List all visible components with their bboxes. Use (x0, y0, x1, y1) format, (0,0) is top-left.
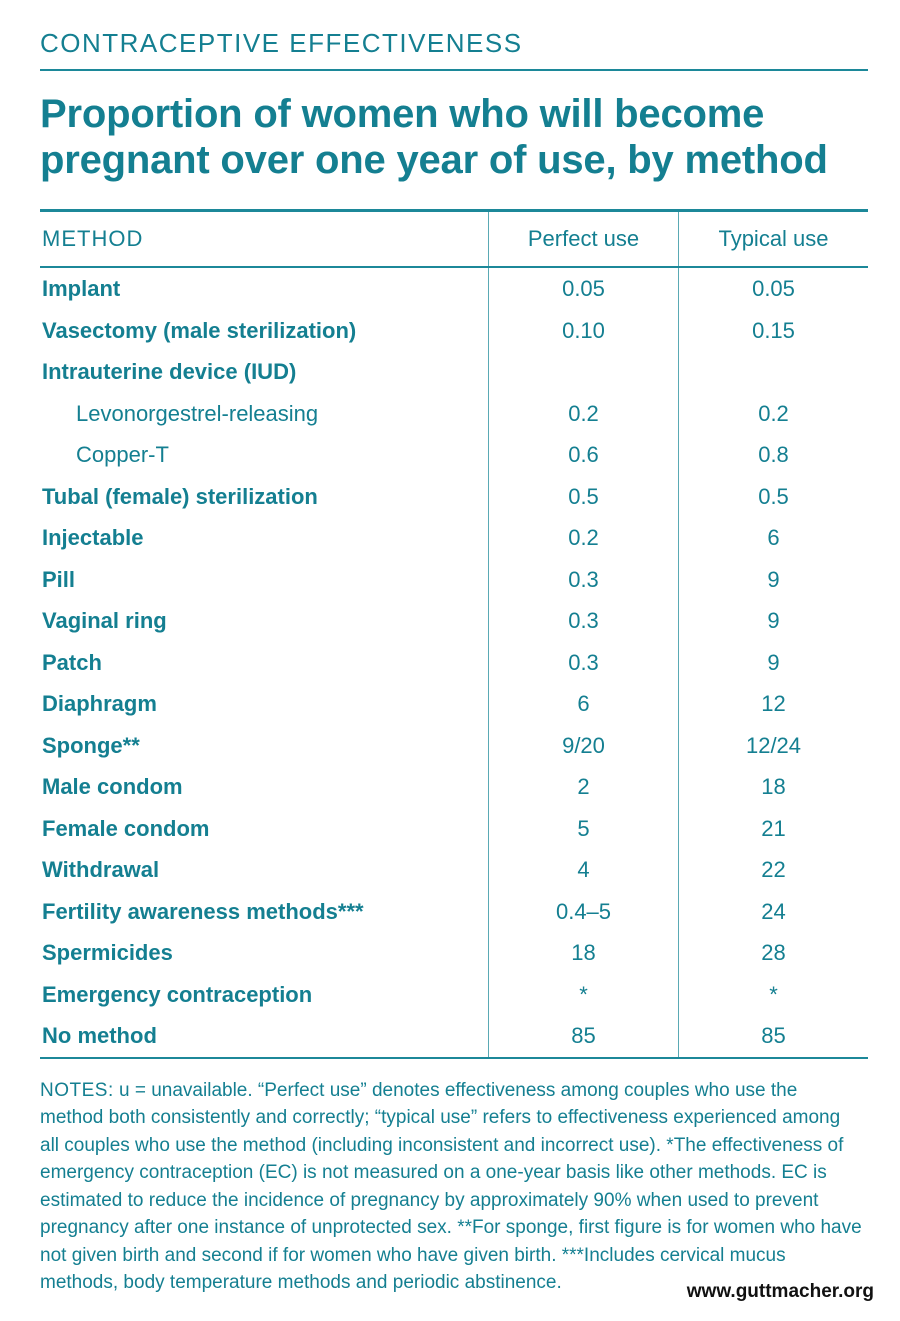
perfect-use-cell: 0.3 (488, 559, 678, 601)
perfect-use-cell: 9/20 (488, 725, 678, 767)
table-row: Tubal (female) sterilization0.50.5 (40, 476, 868, 518)
method-cell: Male condom (40, 766, 488, 808)
perfect-use-cell: 85 (488, 1015, 678, 1057)
perfect-use-cell: 0.3 (488, 642, 678, 684)
method-cell: Tubal (female) sterilization (40, 476, 488, 518)
typical-use-cell: 18 (678, 766, 868, 808)
typical-use-cell: 0.5 (678, 476, 868, 518)
method-cell: Implant (40, 268, 488, 310)
perfect-use-cell: 0.10 (488, 310, 678, 352)
perfect-use-cell: 0.3 (488, 600, 678, 642)
typical-use-cell: 85 (678, 1015, 868, 1057)
source-url: www.guttmacher.org (687, 1281, 874, 1303)
method-cell: Intrauterine device (IUD) (40, 351, 488, 393)
table-body: Implant0.050.05Vasectomy (male steriliza… (40, 268, 868, 1059)
perfect-use-cell: 2 (488, 766, 678, 808)
method-cell: Female condom (40, 808, 488, 850)
table-row: Sponge**9/2012/24 (40, 725, 868, 767)
page: CONTRACEPTIVE EFFECTIVENESS Proportion o… (0, 0, 900, 1321)
perfect-use-cell: 0.2 (488, 393, 678, 435)
perfect-use-cell: 6 (488, 683, 678, 725)
method-cell: Spermicides (40, 932, 488, 974)
typical-use-cell: 9 (678, 642, 868, 684)
typical-use-cell: 22 (678, 849, 868, 891)
typical-use-cell: 21 (678, 808, 868, 850)
typical-use-cell: 0.05 (678, 268, 868, 310)
table-row: Vasectomy (male sterilization)0.100.15 (40, 310, 868, 352)
method-cell: Diaphragm (40, 683, 488, 725)
headline: Proportion of women who will become preg… (40, 91, 868, 183)
table-row: Male condom218 (40, 766, 868, 808)
table-row: No method8585 (40, 1015, 868, 1057)
table-row: Female condom521 (40, 808, 868, 850)
typical-use-cell: 24 (678, 891, 868, 933)
perfect-use-cell: 0.6 (488, 434, 678, 476)
table-row: Vaginal ring0.39 (40, 600, 868, 642)
perfect-use-cell: 0.5 (488, 476, 678, 518)
method-cell: Levonorgestrel-releasing (40, 393, 488, 435)
notes-text: u = unavailable. “Perfect use” denotes e… (40, 1080, 862, 1294)
table-row: Diaphragm612 (40, 683, 868, 725)
method-cell: Copper-T (40, 434, 488, 476)
perfect-use-cell: 5 (488, 808, 678, 850)
typical-use-cell: 9 (678, 600, 868, 642)
method-cell: Sponge** (40, 725, 488, 767)
column-header-perfect: Perfect use (488, 212, 678, 266)
table-row: Injectable0.26 (40, 517, 868, 559)
method-cell: Vaginal ring (40, 600, 488, 642)
method-cell: Vasectomy (male sterilization) (40, 310, 488, 352)
method-cell: Withdrawal (40, 849, 488, 891)
typical-use-cell: 28 (678, 932, 868, 974)
table-row: Implant0.050.05 (40, 268, 868, 310)
table-row: Emergency contraception** (40, 974, 868, 1016)
table-header-row: METHOD Perfect use Typical use (40, 212, 868, 268)
typical-use-cell: 12/24 (678, 725, 868, 767)
effectiveness-table: METHOD Perfect use Typical use Implant0.… (40, 209, 868, 1059)
typical-use-cell: 9 (678, 559, 868, 601)
perfect-use-cell: 0.05 (488, 268, 678, 310)
perfect-use-cell: 0.2 (488, 517, 678, 559)
table-row: Withdrawal422 (40, 849, 868, 891)
perfect-use-cell: 4 (488, 849, 678, 891)
table-row: Pill0.39 (40, 559, 868, 601)
method-cell: Patch (40, 642, 488, 684)
perfect-use-cell: * (488, 974, 678, 1016)
typical-use-cell: 6 (678, 517, 868, 559)
method-cell: Pill (40, 559, 488, 601)
notes: NOTES: u = unavailable. “Perfect use” de… (40, 1077, 868, 1297)
typical-use-cell: 0.15 (678, 310, 868, 352)
typical-use-cell: * (678, 974, 868, 1016)
table-row: Levonorgestrel-releasing0.20.2 (40, 393, 868, 435)
method-cell: Injectable (40, 517, 488, 559)
method-cell: Emergency contraception (40, 974, 488, 1016)
table-row: Patch0.39 (40, 642, 868, 684)
column-header-typical: Typical use (678, 212, 868, 266)
table-row: Fertility awareness methods***0.4–524 (40, 891, 868, 933)
table-row: Spermicides1828 (40, 932, 868, 974)
method-cell: Fertility awareness methods*** (40, 891, 488, 933)
typical-use-cell: 0.2 (678, 393, 868, 435)
column-header-method: METHOD (40, 212, 488, 266)
perfect-use-cell (488, 351, 678, 393)
table-row: Copper-T0.60.8 (40, 434, 868, 476)
table-row: Intrauterine device (IUD) (40, 351, 868, 393)
eyebrow-title: CONTRACEPTIVE EFFECTIVENESS (40, 28, 868, 59)
typical-use-cell: 12 (678, 683, 868, 725)
typical-use-cell: 0.8 (678, 434, 868, 476)
method-cell: No method (40, 1015, 488, 1057)
divider (40, 69, 868, 71)
perfect-use-cell: 0.4–5 (488, 891, 678, 933)
typical-use-cell (678, 351, 868, 393)
notes-label: NOTES: (40, 1080, 114, 1101)
perfect-use-cell: 18 (488, 932, 678, 974)
